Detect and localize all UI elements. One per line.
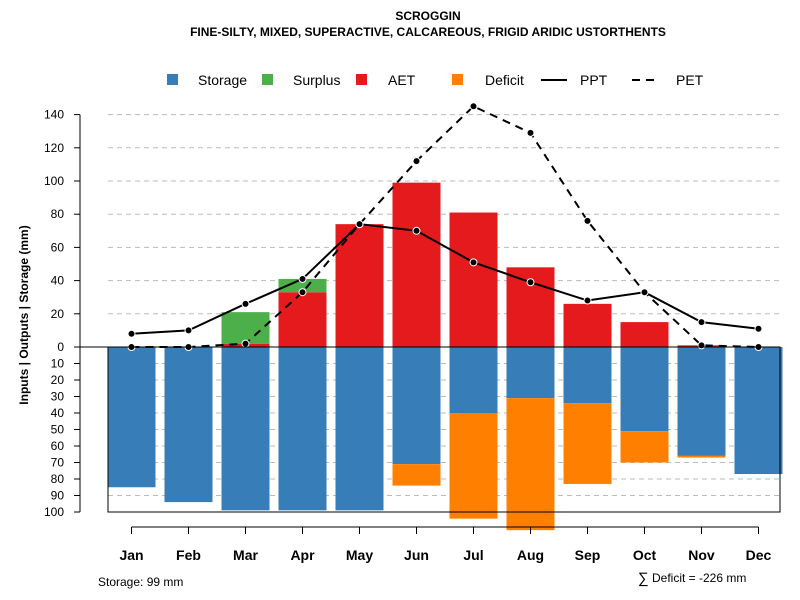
ppt-point bbox=[754, 324, 763, 333]
y-tick-label: 90 bbox=[51, 489, 65, 503]
surplus-bar bbox=[221, 312, 270, 344]
deficit-bar bbox=[620, 431, 669, 463]
storage-bar bbox=[677, 347, 726, 456]
aet-bar bbox=[335, 224, 384, 347]
ppt-point bbox=[355, 220, 364, 229]
storage-bar bbox=[278, 347, 327, 511]
y-tick-label: 120 bbox=[44, 141, 64, 155]
storage-bar bbox=[392, 347, 441, 465]
pet-legend-label: PET bbox=[676, 72, 704, 88]
storage-bar bbox=[335, 347, 384, 511]
y-axis-label: Inputs | Outputs | Storage (mm) bbox=[17, 225, 31, 404]
storage-bar bbox=[164, 347, 213, 503]
ppt-point bbox=[583, 296, 592, 305]
ppt-point bbox=[469, 258, 478, 267]
y-tick-label: 100 bbox=[44, 505, 64, 519]
ppt-legend-label: PPT bbox=[580, 72, 608, 88]
pet-point bbox=[697, 341, 706, 350]
aet-bar bbox=[449, 212, 498, 347]
ppt-point bbox=[640, 288, 649, 297]
y-tick-label: 30 bbox=[51, 390, 65, 404]
deficit-bar bbox=[677, 455, 726, 458]
pet-point bbox=[583, 216, 592, 225]
x-tick-label: Feb bbox=[176, 547, 201, 563]
y-tick-label: 20 bbox=[51, 307, 65, 321]
pet-point bbox=[298, 288, 307, 297]
deficit-summary: Deficit = -226 mm bbox=[652, 571, 746, 585]
y-tick-label: 140 bbox=[44, 108, 64, 122]
y-tick-label: 70 bbox=[51, 456, 65, 470]
legend: Storage Surplus AET Deficit PPT PET bbox=[167, 72, 704, 88]
pet-point bbox=[241, 339, 250, 348]
series-lines bbox=[127, 102, 763, 351]
x-tick-label: Nov bbox=[688, 547, 715, 563]
deficit-bar bbox=[392, 464, 441, 486]
ppt-point bbox=[412, 226, 421, 235]
storage-bar bbox=[449, 347, 498, 413]
chart-title: SCROGGIN bbox=[395, 9, 460, 23]
storage-bar bbox=[107, 347, 156, 488]
ppt-line bbox=[131, 223, 759, 335]
y-tick-label: 50 bbox=[51, 423, 65, 437]
y-tick-label: 40 bbox=[51, 274, 65, 288]
storage-legend-label: Storage bbox=[198, 72, 247, 88]
aet-bar bbox=[278, 292, 327, 347]
surplus-bar bbox=[278, 278, 327, 293]
x-tick-label: Oct bbox=[633, 547, 657, 563]
deficit-bar bbox=[449, 413, 498, 519]
x-tick-label: Jan bbox=[119, 547, 143, 563]
ppt-point bbox=[184, 326, 193, 335]
deficit-bar bbox=[563, 403, 612, 484]
storage-bar bbox=[563, 347, 612, 404]
axes: 0 20 40 60 80 100 120 140 10 20 30 40 50 60 70 80 90 100 J… bbox=[44, 108, 780, 563]
surplus-legend-swatch bbox=[262, 74, 273, 85]
sum-symbol: ∑ bbox=[638, 570, 649, 587]
ppt-point bbox=[697, 318, 706, 327]
ppt-point bbox=[298, 274, 307, 283]
storage-bar bbox=[506, 347, 555, 399]
pet-point bbox=[469, 102, 478, 111]
aet-bar bbox=[563, 303, 612, 347]
y-tick-label: 10 bbox=[51, 357, 65, 371]
y-tick-label: 20 bbox=[51, 373, 65, 387]
storage-legend-swatch bbox=[167, 74, 178, 85]
y-tick-label: 0 bbox=[57, 340, 64, 354]
ppt-point bbox=[127, 329, 136, 338]
pet-point bbox=[412, 157, 421, 166]
y-tick-label: 60 bbox=[51, 240, 65, 254]
storage-bar bbox=[221, 347, 270, 511]
x-tick-label: Jun bbox=[404, 547, 429, 563]
deficit-bar bbox=[506, 398, 555, 531]
chart-subtitle: FINE-SILTY, MIXED, SUPERACTIVE, CALCAREO… bbox=[190, 25, 666, 39]
y-tick-label: 100 bbox=[44, 174, 64, 188]
deficit-legend-label: Deficit bbox=[485, 72, 524, 88]
y-tick-label: 80 bbox=[51, 207, 65, 221]
aet-bar bbox=[392, 182, 441, 347]
storage-bar bbox=[620, 347, 669, 432]
pet-line bbox=[131, 105, 759, 348]
aet-legend-swatch bbox=[356, 74, 367, 85]
x-tick-label: Sep bbox=[575, 547, 601, 563]
deficit-legend-swatch bbox=[452, 74, 463, 85]
aet-legend-label: AET bbox=[388, 72, 416, 88]
x-tick-label: Dec bbox=[746, 547, 772, 563]
x-tick-label: Jul bbox=[463, 547, 483, 563]
storage-summary: Storage: 99 mm bbox=[98, 575, 183, 589]
surplus-legend-label: Surplus bbox=[293, 72, 340, 88]
aet-bar bbox=[620, 322, 669, 347]
x-tick-label: May bbox=[346, 547, 373, 563]
ppt-point bbox=[241, 299, 250, 308]
pet-point bbox=[526, 128, 535, 137]
y-tick-label: 40 bbox=[51, 406, 65, 420]
x-tick-label: Mar bbox=[233, 547, 258, 563]
y-tick-label: 80 bbox=[51, 472, 65, 486]
y-tick-label: 60 bbox=[51, 439, 65, 453]
x-tick-label: Aug bbox=[517, 547, 544, 563]
bars bbox=[107, 182, 783, 531]
x-tick-label: Apr bbox=[290, 547, 315, 563]
ppt-point bbox=[526, 278, 535, 287]
storage-bar bbox=[734, 347, 783, 475]
